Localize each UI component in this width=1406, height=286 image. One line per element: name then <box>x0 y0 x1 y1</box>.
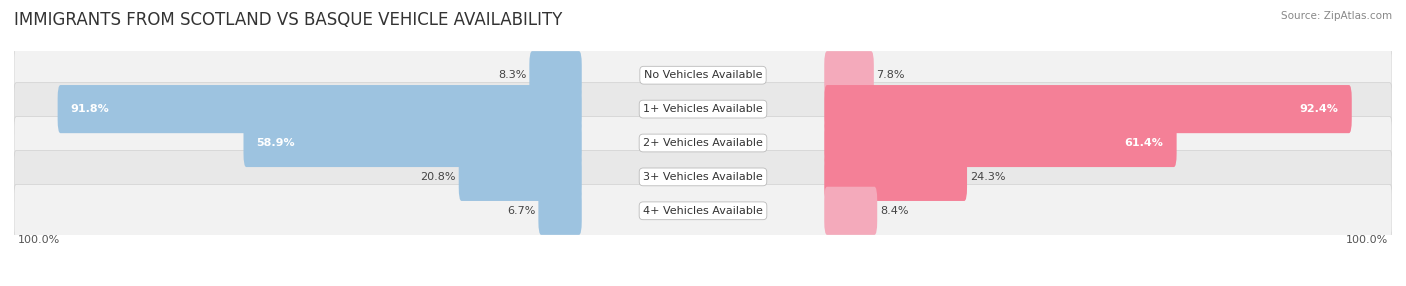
FancyBboxPatch shape <box>14 150 1392 203</box>
Text: No Vehicles Available: No Vehicles Available <box>644 70 762 80</box>
FancyBboxPatch shape <box>824 51 875 99</box>
Text: 1+ Vehicles Available: 1+ Vehicles Available <box>643 104 763 114</box>
Text: 100.0%: 100.0% <box>17 235 59 245</box>
Text: 100.0%: 100.0% <box>1347 235 1389 245</box>
FancyBboxPatch shape <box>538 187 582 235</box>
Text: 6.7%: 6.7% <box>508 206 536 216</box>
Text: 20.8%: 20.8% <box>420 172 456 182</box>
Text: 8.4%: 8.4% <box>880 206 908 216</box>
FancyBboxPatch shape <box>58 85 582 133</box>
Text: 7.8%: 7.8% <box>876 70 905 80</box>
FancyBboxPatch shape <box>458 153 582 201</box>
Text: Source: ZipAtlas.com: Source: ZipAtlas.com <box>1281 11 1392 21</box>
Text: 24.3%: 24.3% <box>970 172 1005 182</box>
Text: 2+ Vehicles Available: 2+ Vehicles Available <box>643 138 763 148</box>
Text: 61.4%: 61.4% <box>1125 138 1164 148</box>
Text: 8.3%: 8.3% <box>498 70 527 80</box>
FancyBboxPatch shape <box>14 83 1392 136</box>
FancyBboxPatch shape <box>14 184 1392 237</box>
FancyBboxPatch shape <box>824 119 1177 167</box>
FancyBboxPatch shape <box>243 119 582 167</box>
FancyBboxPatch shape <box>529 51 582 99</box>
Text: 91.8%: 91.8% <box>70 104 110 114</box>
FancyBboxPatch shape <box>824 85 1351 133</box>
Text: 92.4%: 92.4% <box>1299 104 1339 114</box>
FancyBboxPatch shape <box>14 117 1392 169</box>
FancyBboxPatch shape <box>824 153 967 201</box>
Text: IMMIGRANTS FROM SCOTLAND VS BASQUE VEHICLE AVAILABILITY: IMMIGRANTS FROM SCOTLAND VS BASQUE VEHIC… <box>14 11 562 29</box>
Text: 3+ Vehicles Available: 3+ Vehicles Available <box>643 172 763 182</box>
FancyBboxPatch shape <box>14 49 1392 102</box>
Text: 58.9%: 58.9% <box>256 138 295 148</box>
Text: 4+ Vehicles Available: 4+ Vehicles Available <box>643 206 763 216</box>
FancyBboxPatch shape <box>824 187 877 235</box>
